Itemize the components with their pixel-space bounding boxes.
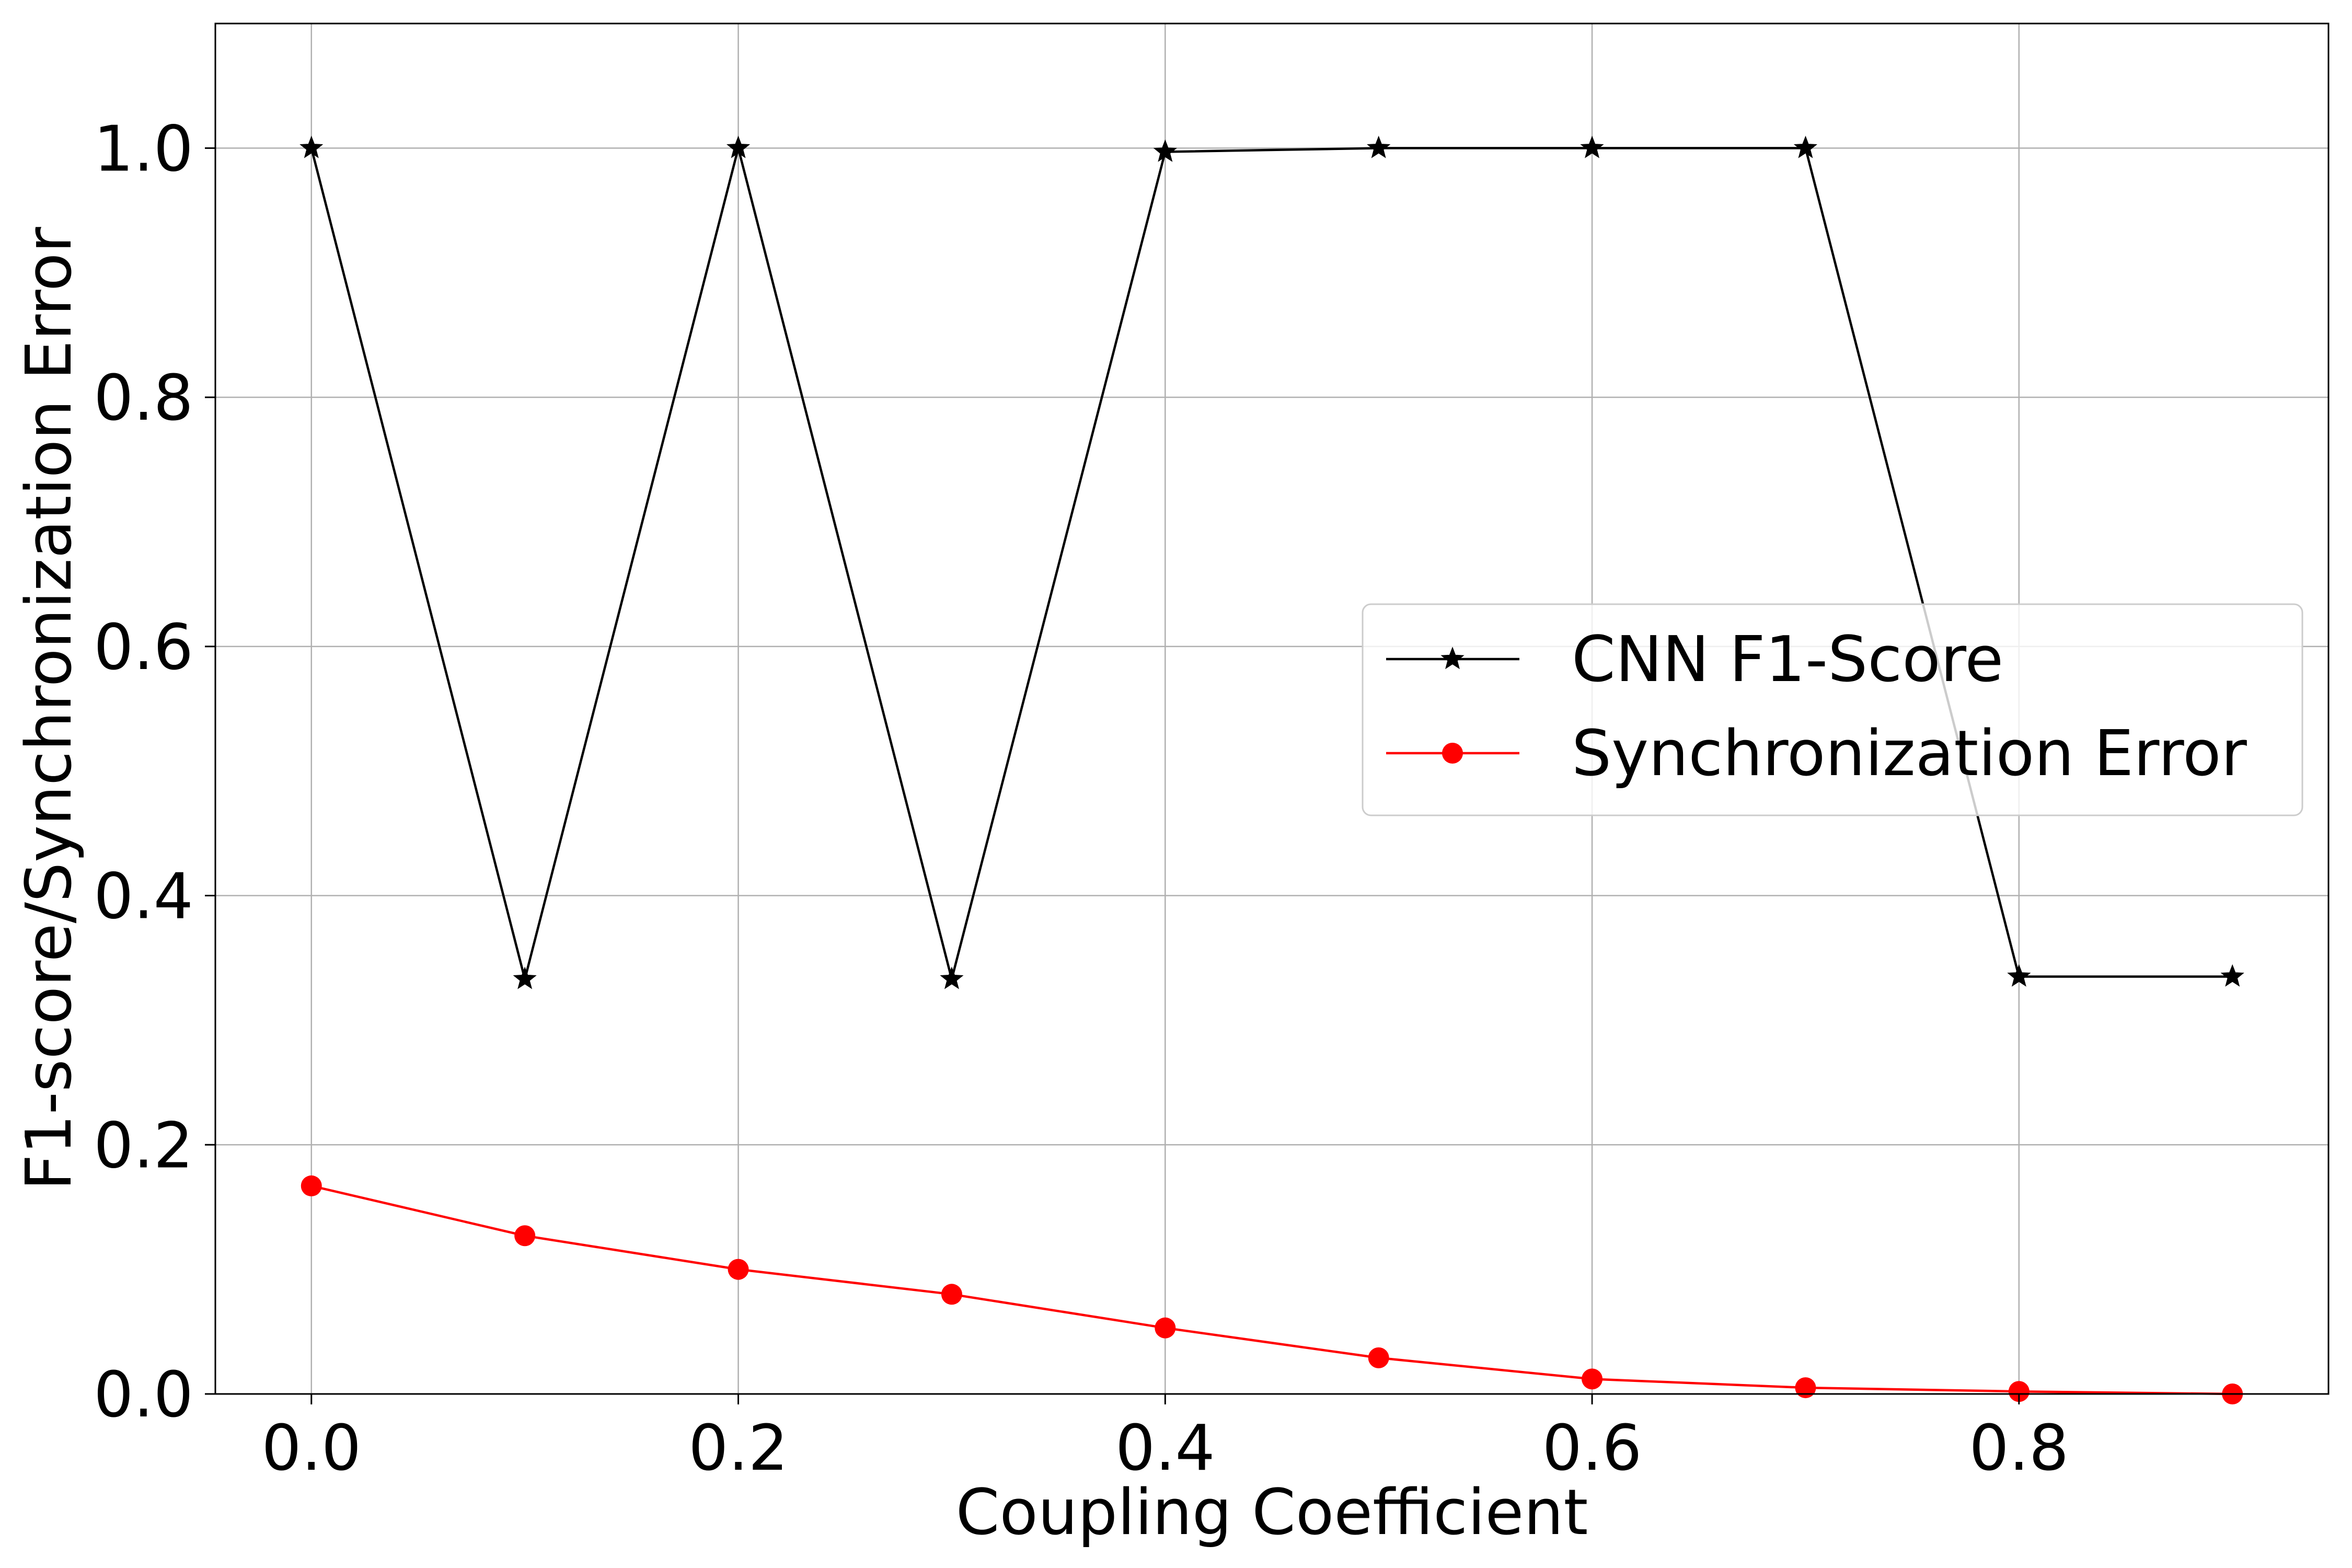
legend-marker <box>1442 743 1463 764</box>
y-axis-ticks: 0.0 0.2 0.4 0.6 0.8 1.0 <box>94 113 215 1432</box>
legend-item: CNN F1-Score <box>1386 624 2003 696</box>
data-point <box>1367 135 1391 158</box>
x-axis-label: Coupling Coefficient <box>956 1477 1588 1549</box>
legend-marker <box>1440 647 1465 670</box>
data-point <box>1582 1368 1603 1390</box>
y-tick-label: 1.0 <box>94 113 193 186</box>
y-tick-label: 0.8 <box>94 362 193 435</box>
data-point <box>2008 1381 2030 1402</box>
y-tick-label: 0.6 <box>94 612 193 684</box>
series-1 <box>301 1175 2243 1404</box>
x-axis-ticks: 0.0 0.2 0.4 0.6 0.8 <box>261 1394 2069 1485</box>
x-tick-label: 0.2 <box>688 1412 788 1485</box>
legend-label: CNN F1-Score <box>1572 624 2003 696</box>
grid <box>215 24 2328 1395</box>
plot-frame <box>214 22 2330 1395</box>
data-point <box>2007 964 2031 987</box>
data-point <box>513 966 537 989</box>
x-tick-label: 0.4 <box>1115 1412 1215 1485</box>
data-point <box>940 966 964 989</box>
legend-label: Synchronization Error <box>1572 718 2247 790</box>
data-point <box>941 1284 962 1305</box>
data-point <box>514 1225 536 1247</box>
data-point <box>2220 964 2244 987</box>
data-point <box>1795 1377 1816 1399</box>
y-axis-label: F1-score/Synchronization Error <box>13 227 86 1191</box>
data-point <box>1793 135 1818 158</box>
data-point <box>1155 1317 1176 1339</box>
data-point <box>1153 139 1177 162</box>
y-tick-label: 0.4 <box>94 861 193 933</box>
data-point <box>728 1259 749 1280</box>
series-layer <box>299 135 2244 1404</box>
series-line <box>311 1184 2233 1396</box>
y-tick-label: 0.0 <box>94 1359 193 1432</box>
series-line <box>310 147 2233 981</box>
legend-item: Synchronization Error <box>1386 718 2247 790</box>
data-point <box>299 135 324 158</box>
x-tick-label: 0.8 <box>1969 1412 2069 1485</box>
legend: CNN F1-Score Synchronization Error <box>1362 603 2303 816</box>
data-point <box>1368 1347 1389 1368</box>
y-tick-label: 0.2 <box>94 1110 193 1182</box>
data-point <box>1580 135 1604 158</box>
series-0 <box>299 135 2244 989</box>
legend-box <box>1362 603 2303 816</box>
x-tick-label: 0.6 <box>1542 1412 1642 1485</box>
data-point <box>726 135 751 158</box>
data-point <box>301 1175 322 1196</box>
x-tick-label: 0.0 <box>261 1412 361 1485</box>
